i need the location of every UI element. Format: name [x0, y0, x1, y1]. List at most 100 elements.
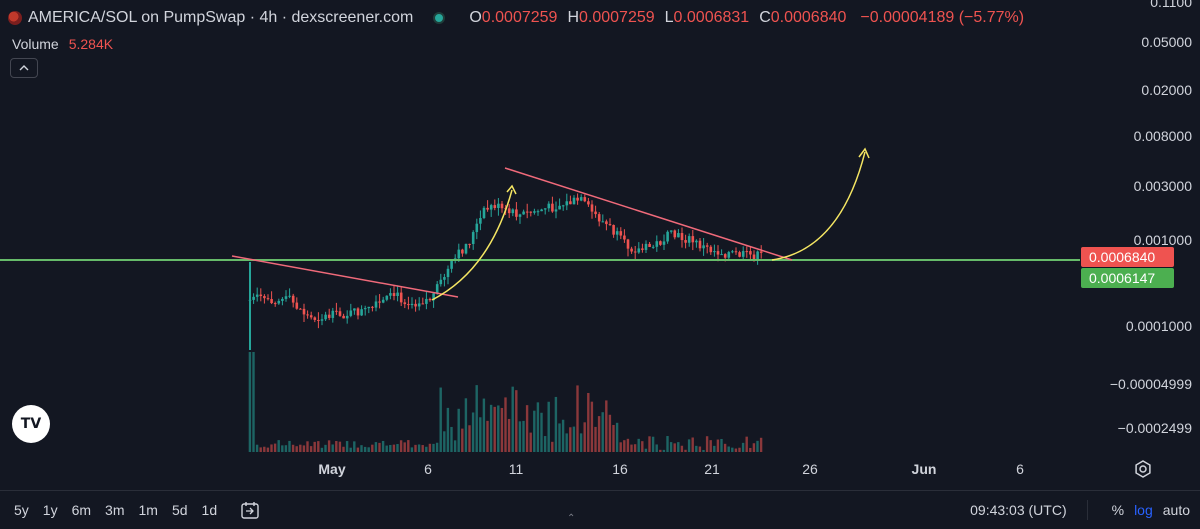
volume-bar	[435, 442, 439, 452]
collapse-legend-button[interactable]	[10, 58, 38, 78]
candle-body	[558, 205, 561, 210]
price-chart[interactable]	[0, 0, 1080, 455]
candle-body	[536, 211, 540, 213]
volume-bar	[601, 412, 604, 452]
candle-body	[295, 302, 299, 309]
volume-bar	[450, 426, 453, 452]
candle-body	[759, 251, 763, 253]
candle-body	[756, 251, 759, 260]
volume-bar	[749, 447, 752, 452]
volume-bar	[414, 444, 417, 452]
volume-bar	[320, 447, 324, 452]
candle-body	[543, 208, 547, 210]
volume-bar	[331, 444, 334, 452]
price-axis[interactable]: 0.1100 0.05000 0.02000 0.008000 0.003000 0.00…	[1080, 0, 1200, 455]
log-scale-toggle[interactable]: log	[1134, 502, 1153, 518]
timeframe-5d[interactable]: 5d	[171, 502, 188, 518]
last-price-tag: 0.0006840	[1081, 247, 1174, 267]
volume-bar	[475, 385, 478, 452]
volume-bar	[306, 441, 309, 452]
candle-body	[392, 293, 396, 296]
percent-scale-toggle[interactable]: %	[1111, 502, 1125, 518]
volume-bar	[342, 446, 345, 452]
volume-bar	[623, 440, 626, 452]
volume-bar	[594, 426, 597, 452]
timeframe-3m[interactable]: 3m	[105, 502, 125, 518]
candle-body	[428, 298, 432, 301]
candle-body	[471, 232, 475, 245]
volume-bar	[446, 407, 450, 452]
volume-bar	[756, 440, 759, 452]
volume-bar	[500, 407, 504, 452]
volume-bar	[633, 444, 637, 452]
volume-bar	[540, 412, 543, 452]
candle-body	[601, 221, 605, 223]
price-axis-label: 0.003000	[1133, 178, 1192, 194]
ohlc-high: H0.0007259	[567, 9, 655, 26]
candle-body	[356, 308, 360, 316]
arrowhead-1	[506, 184, 517, 195]
volume-bar	[302, 445, 306, 452]
candle-body	[511, 209, 515, 214]
candle-body	[417, 303, 421, 307]
candle-body	[320, 319, 324, 321]
time-axis-label: 26	[802, 461, 818, 477]
volume-label: Volume	[12, 36, 59, 52]
candle-body	[749, 251, 752, 255]
chart-title: AMERICA/SOL on PumpSwap · 4h · dexscreen…	[28, 9, 414, 26]
candle-body	[277, 300, 281, 304]
candle-body	[551, 203, 554, 212]
timeframe-1m[interactable]: 1m	[138, 502, 158, 518]
candle-body	[306, 314, 309, 316]
candle-body	[705, 245, 709, 247]
projection-arrow-1	[431, 189, 513, 301]
chart-settings-icon[interactable]	[1133, 459, 1153, 479]
volume-bar	[399, 440, 403, 452]
volume-bar	[529, 432, 532, 452]
utc-clock[interactable]: 09:43:03 (UTC)	[970, 502, 1067, 518]
candle-body	[457, 249, 461, 259]
volume-bar	[432, 443, 435, 452]
candle-body	[389, 293, 392, 296]
volume-bar	[759, 437, 763, 452]
time-axis[interactable]: May 6 11 16 21 26 Jun 6	[0, 455, 1080, 485]
resize-handle-icon[interactable]: ⌃	[567, 513, 576, 524]
timeframe-5y[interactable]: 5y	[14, 502, 29, 518]
candle-body	[507, 208, 511, 214]
volume-bar	[695, 445, 698, 452]
volume-bar	[299, 444, 302, 452]
date-range-icon[interactable]	[239, 499, 261, 521]
volume-bar	[662, 449, 666, 452]
candle-body	[648, 243, 651, 247]
volume-bar	[497, 405, 500, 452]
auto-scale-toggle[interactable]: auto	[1162, 502, 1190, 518]
tradingview-logo-icon[interactable]: TV	[12, 405, 50, 443]
volume-bar	[457, 408, 460, 452]
timeframe-1y[interactable]: 1y	[42, 502, 58, 518]
volume-bar	[345, 441, 349, 452]
candle-body	[349, 310, 353, 316]
volume-bar	[543, 436, 547, 452]
volume-bar	[659, 449, 662, 452]
volume-bar	[378, 442, 381, 452]
candle-body	[342, 315, 345, 319]
candle-body	[353, 308, 356, 311]
candle-body	[597, 214, 601, 222]
volume-bar	[396, 444, 399, 452]
volume-bar	[461, 428, 464, 452]
divider	[1086, 500, 1088, 520]
timeframe-1d[interactable]: 1d	[201, 502, 218, 518]
candle-body	[270, 299, 273, 304]
volume-bar	[349, 447, 352, 452]
candle-body	[374, 301, 378, 308]
timeframe-6m[interactable]: 6m	[71, 502, 92, 518]
candle-body	[399, 292, 403, 303]
candle-body	[525, 211, 529, 213]
candle-body	[731, 251, 734, 253]
candle-body	[659, 241, 662, 245]
candle-body	[327, 314, 331, 318]
ohlc-low: L0.0006831	[664, 9, 750, 26]
candle-body	[565, 201, 569, 206]
candle-body	[281, 298, 284, 301]
candle-body	[615, 231, 619, 235]
